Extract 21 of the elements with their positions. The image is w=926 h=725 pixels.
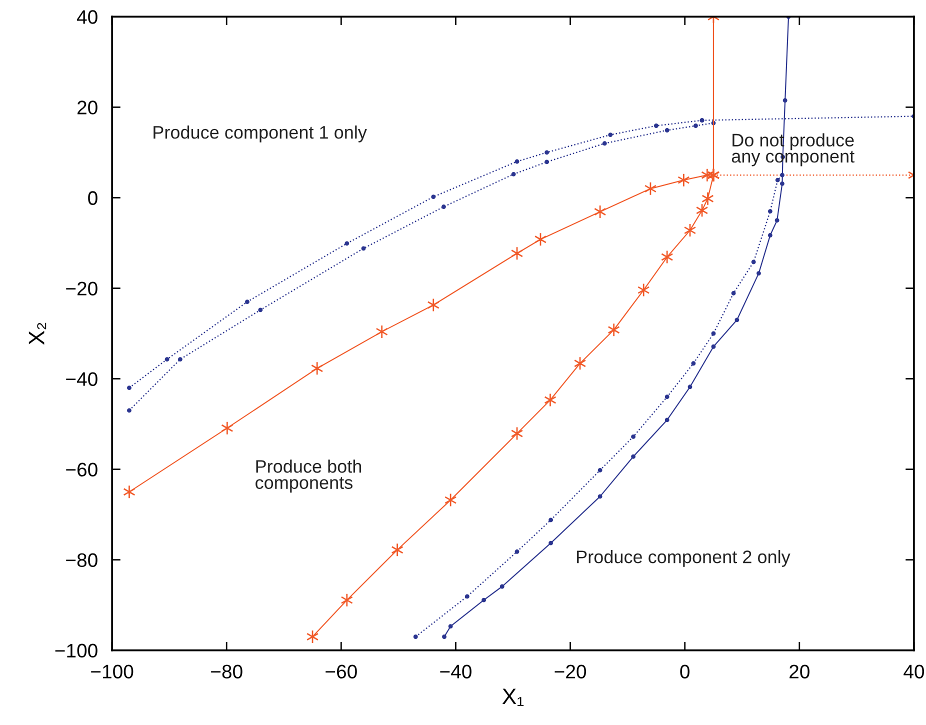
y-tick-label: −80	[66, 553, 98, 568]
x-tick-label: −20	[554, 664, 586, 678]
y-tick-label: −20	[66, 282, 98, 296]
x-tick-label: −80	[211, 664, 242, 678]
x-tick-label: 20	[790, 664, 810, 678]
annotation: Produce component 1 only	[154, 125, 367, 142]
y-tick-label: 40	[76, 10, 98, 24]
x-tick-label: 0	[680, 664, 690, 678]
y-tick-label: −100	[55, 644, 98, 658]
x-tick-label: −40	[440, 664, 472, 678]
x-tick-label: 40	[904, 664, 924, 678]
y-tick-label: −40	[66, 372, 98, 386]
annotation: Produce component 2 only	[577, 550, 790, 567]
y-tick-label: −60	[66, 462, 98, 477]
annotation: Produce both components	[256, 460, 362, 493]
x-tick-label: −60	[326, 664, 357, 678]
y-axis-title: X₂	[28, 322, 46, 345]
x-axis-title: X₁	[502, 688, 524, 706]
x-tick-label: −100	[91, 664, 134, 678]
y-tick-label: 0	[88, 191, 98, 205]
y-tick-label: 20	[78, 100, 98, 114]
